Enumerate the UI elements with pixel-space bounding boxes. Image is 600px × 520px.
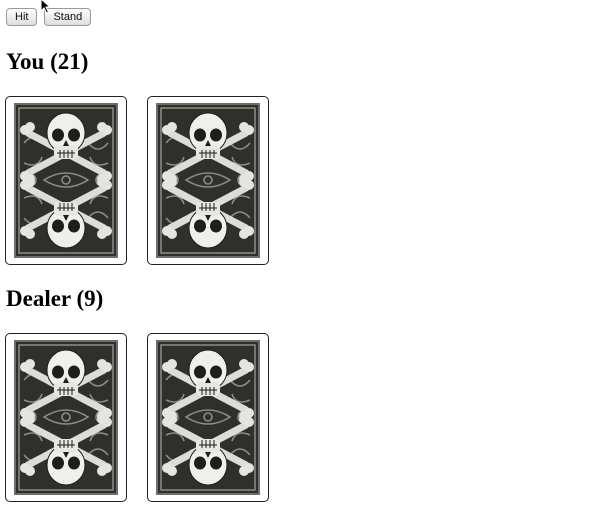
skull-and-crossbones-icon xyxy=(14,103,118,258)
player-hand xyxy=(5,96,269,265)
skull-and-crossbones-icon xyxy=(156,103,260,258)
stand-button[interactable]: Stand xyxy=(44,8,92,26)
game-controls: Hit Stand xyxy=(6,8,92,26)
skull-and-crossbones-icon xyxy=(14,340,118,495)
player-card-2[interactable] xyxy=(147,96,269,265)
player-hand-heading: You (21) xyxy=(6,49,89,74)
mouse-cursor-icon xyxy=(40,0,52,14)
player-card-1[interactable] xyxy=(5,96,127,265)
dealer-hand xyxy=(5,333,269,502)
dealer-hand-heading: Dealer (9) xyxy=(6,286,104,311)
dealer-card-1[interactable] xyxy=(5,333,127,502)
dealer-card-2[interactable] xyxy=(147,333,269,502)
skull-and-crossbones-icon xyxy=(156,340,260,495)
hit-button[interactable]: Hit xyxy=(6,8,38,26)
